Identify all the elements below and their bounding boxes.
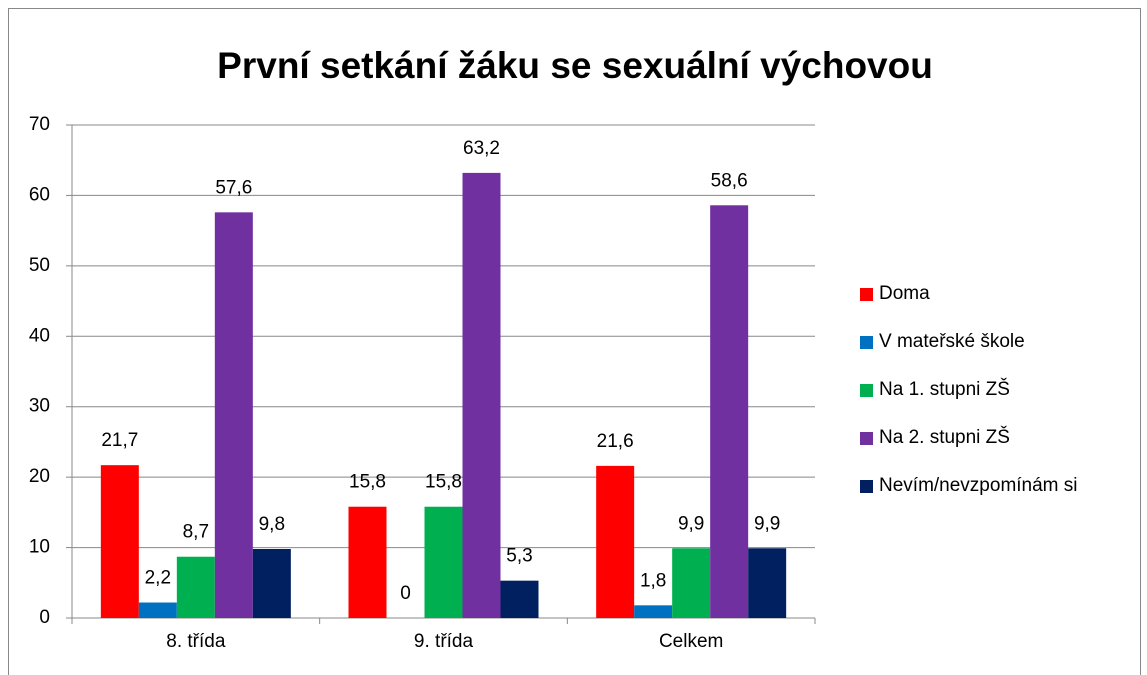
data-label: 8,7	[183, 522, 209, 543]
chart-border	[8, 8, 1141, 675]
data-label: 0	[400, 583, 411, 604]
y-tick-label: 60	[29, 184, 50, 205]
bar	[748, 548, 787, 618]
legend-label: V mateřské škole	[879, 331, 1025, 352]
data-label: 9,9	[754, 513, 780, 534]
data-label: 58,6	[711, 170, 748, 191]
data-label: 15,8	[349, 472, 386, 493]
bar	[634, 605, 673, 618]
y-tick-label: 10	[29, 537, 50, 558]
bar	[214, 212, 253, 618]
y-tick-label: 40	[29, 325, 50, 346]
data-label: 2,2	[145, 568, 171, 589]
bar	[710, 205, 749, 618]
bar	[500, 580, 539, 618]
chart-title: První setkání žáku se sexuální výchovou	[217, 45, 933, 86]
bar	[138, 602, 177, 618]
data-label: 21,6	[597, 431, 634, 452]
bar	[596, 465, 635, 618]
data-label: 21,7	[101, 430, 138, 451]
legend-label: Na 2. stupni ZŠ	[879, 426, 1010, 448]
bar	[252, 548, 291, 618]
y-tick-label: 70	[29, 114, 50, 135]
data-label: 15,8	[425, 472, 462, 493]
bar	[348, 506, 387, 618]
x-tick-label: Celkem	[659, 631, 723, 652]
data-label: 9,9	[678, 513, 704, 534]
legend-swatch	[860, 288, 873, 301]
legend-swatch	[860, 384, 873, 397]
y-tick-label: 30	[29, 396, 50, 417]
x-tick-label: 8. třída	[166, 631, 226, 652]
data-label: 5,3	[506, 546, 532, 567]
data-label: 63,2	[463, 138, 500, 159]
y-tick-label: 50	[29, 255, 50, 276]
y-tick-label: 20	[29, 466, 50, 487]
bar	[462, 172, 501, 619]
legend-label: Na 1. stupni ZŠ	[879, 378, 1010, 400]
legend-swatch	[860, 432, 873, 445]
data-label: 1,8	[640, 570, 666, 591]
y-tick-label: 0	[39, 607, 50, 628]
data-label: 9,8	[259, 514, 285, 535]
x-tick-label: 9. třída	[414, 631, 474, 652]
legend-label: Nevím/nevzpomínám si	[879, 475, 1078, 496]
legend-swatch	[860, 480, 873, 493]
legend-swatch	[860, 336, 873, 349]
bar	[672, 548, 711, 618]
bar	[424, 506, 463, 618]
legend-label: Doma	[879, 283, 930, 304]
data-label: 57,6	[215, 177, 252, 198]
bar	[176, 556, 215, 618]
bar	[100, 465, 139, 618]
